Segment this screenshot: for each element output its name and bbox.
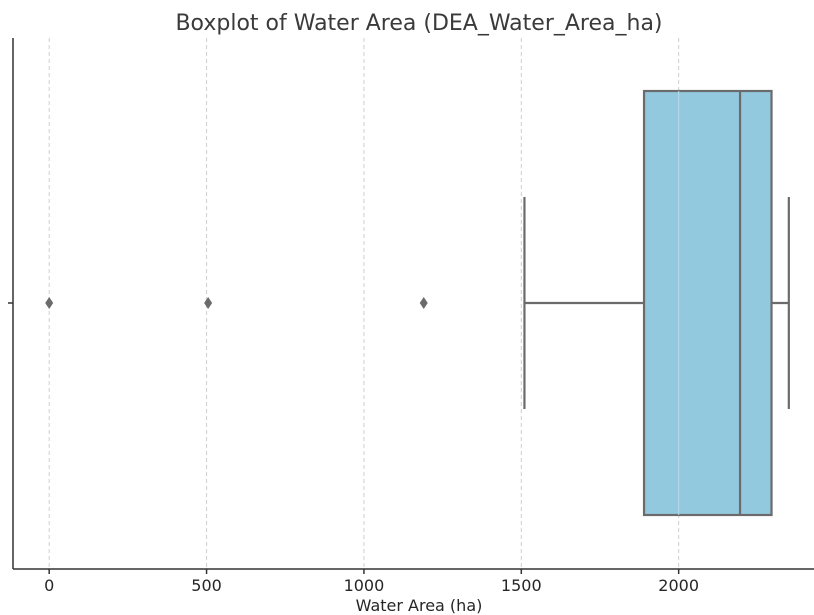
x-tick-label: 1000 bbox=[344, 576, 385, 595]
outlier-point bbox=[45, 297, 54, 309]
outlier-point bbox=[204, 297, 213, 309]
x-axis-ticks: 0 500 1000 1500 2000 bbox=[44, 569, 699, 595]
x-tick-label: 500 bbox=[191, 576, 222, 595]
chart-title: Boxplot of Water Area (DEA_Water_Area_ha… bbox=[175, 11, 662, 36]
x-axis-label: Water Area (ha) bbox=[356, 596, 483, 615]
iqr-box bbox=[642, 89, 773, 517]
outliers bbox=[45, 297, 428, 309]
outlier-point bbox=[419, 297, 428, 309]
x-tick-label: 2000 bbox=[658, 576, 699, 595]
x-tick-label: 1500 bbox=[501, 576, 542, 595]
x-tick-label: 0 bbox=[44, 576, 54, 595]
boxplot bbox=[523, 89, 790, 517]
